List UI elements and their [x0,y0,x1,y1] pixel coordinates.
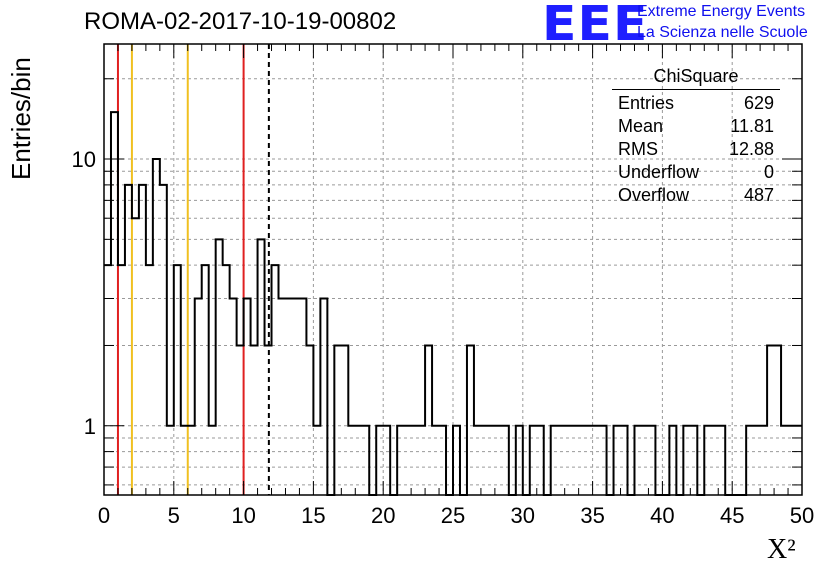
plot-title: ROMA-02-2017-10-19-00802 [84,8,397,35]
stats-value: 12.88 [728,139,774,159]
x-tick-label: 15 [301,503,325,528]
stats-label: Overflow [618,185,690,205]
stats-row-underflow: Underflow 0 [612,161,780,184]
logo-line-2: La Scienza nelle Scuole [637,24,808,41]
x-tick-label: 0 [98,503,110,528]
axis-ticks [103,44,803,495]
x-tick-label: 30 [511,503,535,528]
y-axis-label: Entries/bin [6,57,36,180]
stats-label: RMS [618,139,658,159]
x-tick-label: 35 [580,503,604,528]
histogram-step-line [104,111,802,496]
x-tick-label: 40 [650,503,674,528]
reference-lines [116,44,270,495]
stats-title: ChiSquare [612,66,780,90]
stats-row-entries: Entries 629 [612,92,780,115]
x-axis-label: X² [767,534,796,565]
x-tick-label: 50 [790,503,814,528]
tick-labels: 0 5 10 15 20 25 30 35 40 45 50 1 10 [72,147,815,528]
x-tick-label: 45 [720,503,744,528]
x-tick-label: 5 [168,503,180,528]
x-tick-label: 25 [441,503,465,528]
stats-label: Underflow [618,162,700,182]
stats-box: ChiSquare Entries 629 Mean 11.81 RMS 12.88 … [612,66,780,207]
eee-logo: EEE [542,0,649,52]
y-tick-label: 10 [72,147,96,172]
stats-value: 629 [743,93,774,113]
stats-value: 487 [743,185,774,205]
stats-label: Mean [618,116,664,136]
y-tick-label: 1 [84,414,96,439]
stats-value: 11.81 [730,116,774,136]
stats-row-mean: Mean 11.81 [612,115,780,138]
stats-row-overflow: Overflow 487 [612,184,780,207]
stats-label: Entries [618,93,675,113]
x-tick-label: 10 [231,503,255,528]
logo-line-1: Extreme Energy Events [637,3,806,20]
x-tick-label: 20 [371,503,395,528]
stats-row-rms: RMS 12.88 [612,138,780,161]
stats-value: 0 [763,162,774,182]
